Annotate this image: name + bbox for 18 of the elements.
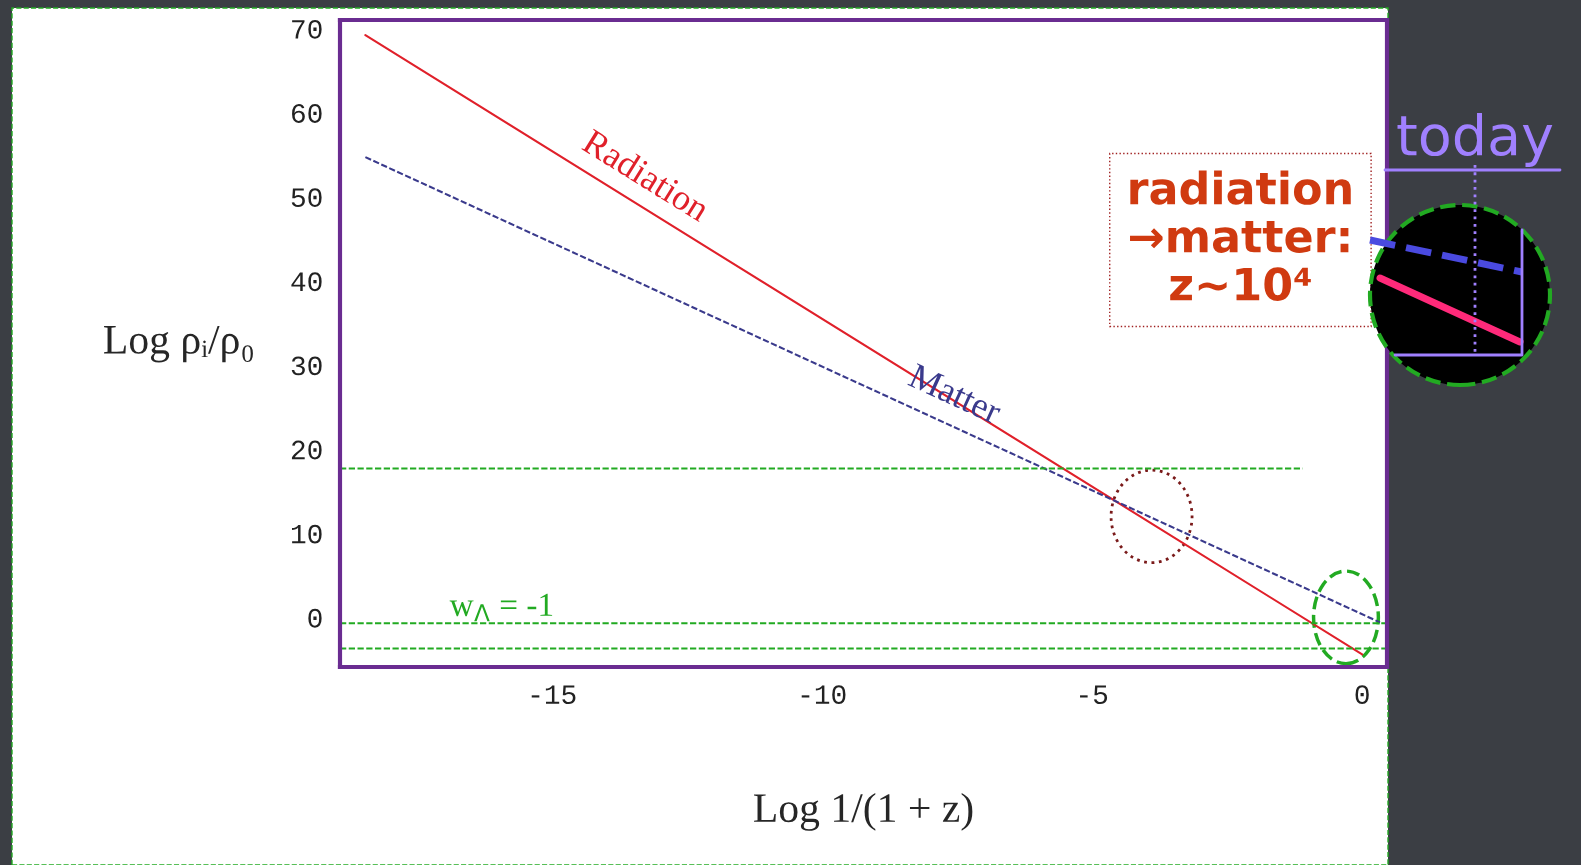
y-tick-label: 50 — [291, 188, 322, 208]
y-tick-label: 70 — [292, 19, 322, 39]
y-tick-label: 40 — [291, 272, 322, 292]
x-tick-label: 0 — [1355, 685, 1369, 705]
x-tick-label: -10 — [801, 685, 846, 705]
y-tick-label: 10 — [292, 524, 322, 544]
y-tick-label: 30 — [291, 356, 322, 376]
text: today — [1397, 113, 1553, 167]
annotation: w$_{Λ}$ = -1 — [449, 593, 553, 622]
x-axis-title: Log 1/(1 + z) — [754, 792, 973, 831]
y-tick-label: 60 — [292, 104, 322, 123]
y-tick-label: 20 — [291, 440, 322, 460]
y-tick-label: 0 — [308, 608, 322, 628]
x-tick-label: -5 — [1080, 685, 1108, 705]
x-tick-label: -15 — [531, 685, 576, 705]
annotation: radiation →matter: z~10⁴ — [1130, 170, 1351, 301]
text: Matter — [907, 363, 1004, 425]
y-axis-title: Log ρᵢ/ρ₀ — [104, 325, 253, 363]
